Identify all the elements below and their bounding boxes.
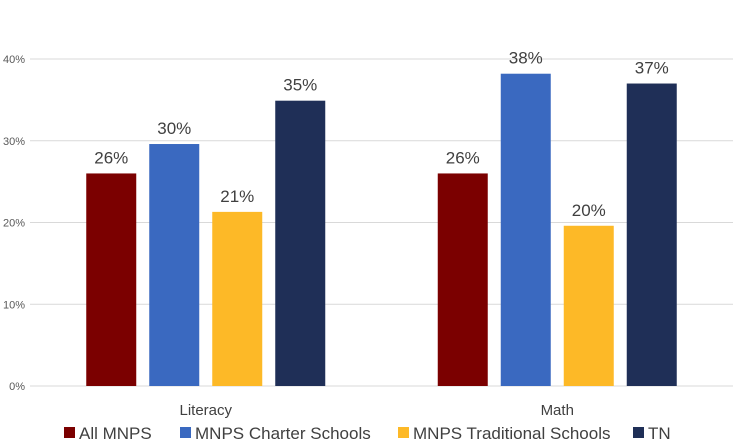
legend-swatch	[633, 427, 644, 438]
legend-swatch	[398, 427, 409, 438]
bar-tn-literacy	[275, 100, 326, 386]
legend-label: TN	[648, 424, 671, 443]
x-category-label: Literacy	[179, 402, 232, 419]
bar-mnps-charter-schools-math	[500, 73, 551, 386]
y-tick-label: 0%	[9, 381, 25, 393]
bar-tn-math	[626, 83, 677, 387]
bar-all-mnps-math	[437, 173, 488, 386]
data-labels: 26% 30% 21% 35% 26% 38% 20% 37%	[94, 49, 669, 220]
legend: All MNPS MNPS Charter Schools MNPS Traditi…	[64, 424, 671, 443]
x-category-label: Math	[541, 402, 574, 419]
y-tick-label: 40%	[3, 54, 25, 66]
y-tick-label: 10%	[3, 299, 25, 311]
data-label: 21%	[220, 187, 254, 206]
bar-mnps-traditional-schools-literacy	[212, 211, 263, 386]
legend-label: All MNPS	[79, 424, 152, 443]
bar-mnps-charter-schools-literacy	[149, 144, 200, 386]
gridlines	[30, 58, 733, 387]
data-label: 26%	[94, 148, 128, 167]
y-tick-label: 30%	[3, 136, 25, 148]
data-label: 20%	[572, 201, 606, 220]
x-axis: Literacy Math	[179, 402, 573, 419]
data-label: 37%	[635, 59, 669, 78]
bar-mnps-traditional-schools-math	[563, 225, 614, 386]
data-label: 30%	[157, 119, 191, 138]
legend-label: MNPS Traditional Schools	[413, 424, 610, 443]
legend-swatch	[64, 427, 75, 438]
data-label: 35%	[283, 76, 317, 95]
y-axis: 0% 10% 20% 30% 40%	[3, 54, 25, 393]
legend-label: MNPS Charter Schools	[195, 424, 371, 443]
legend-swatch	[180, 427, 191, 438]
data-label: 38%	[509, 49, 543, 68]
data-label: 26%	[446, 148, 480, 167]
bars	[86, 73, 677, 387]
bar-all-mnps-literacy	[86, 173, 137, 386]
y-tick-label: 20%	[3, 218, 25, 230]
